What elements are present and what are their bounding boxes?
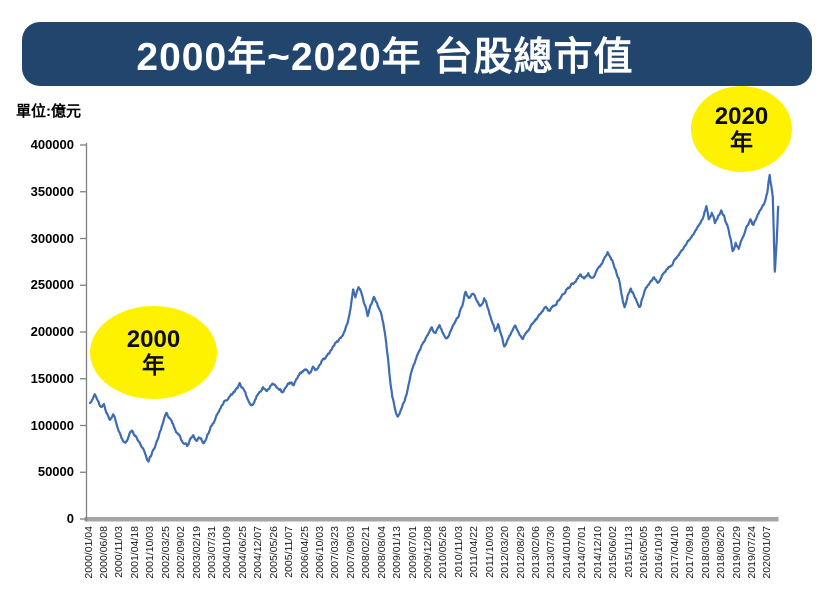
annotation-circle-2020: 2020 年 <box>691 86 792 172</box>
annotation-2000-year-suffix: 年 <box>142 352 165 378</box>
y-axis-tick-label: 200000 <box>30 324 74 339</box>
y-axis-tick-label: 350000 <box>30 183 74 199</box>
annotation-circle-2000: 2000 年 <box>90 306 217 399</box>
page-title: 2000年~2020年 台股總市值 <box>136 36 634 79</box>
y-axis-tick-label: 0 <box>66 511 74 526</box>
annotation-2000-text: 2000 <box>126 326 181 353</box>
title-banner: 2000年~2020年 台股總市值 <box>22 22 812 86</box>
y-axis-tick-label: 100000 <box>30 417 74 433</box>
y-axis-tick-label: 300000 <box>30 230 74 246</box>
x-axis-line <box>84 517 779 522</box>
y-axis-tick-label: 50000 <box>37 464 74 480</box>
y-axis-tick-label: 250000 <box>30 277 74 293</box>
y-axis-tick-label: 150000 <box>30 370 74 386</box>
unit-label: 單位:億元 <box>16 103 81 120</box>
market-cap-line <box>88 173 780 463</box>
y-axis-tick-label: 400000 <box>30 137 74 152</box>
annotation-2020-year-suffix: 年 <box>730 128 753 155</box>
annotation-2020-text: 2020 <box>714 102 769 130</box>
